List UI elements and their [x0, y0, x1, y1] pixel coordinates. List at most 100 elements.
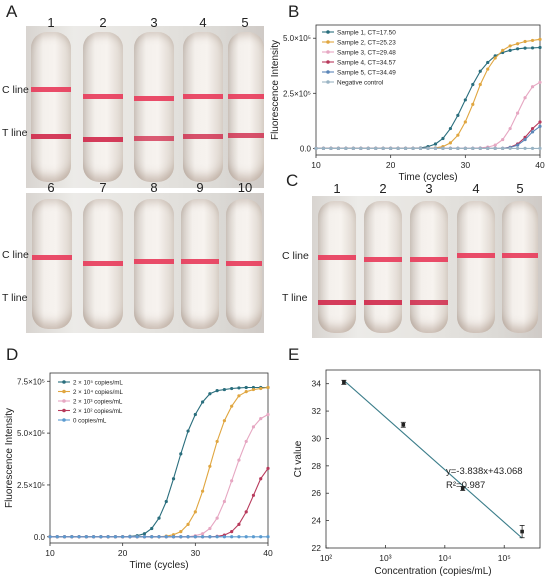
y-axis-label: Fluorescence Intensity [4, 408, 15, 508]
legend-label: 2 × 10³ copies/mL [73, 399, 123, 406]
data-point [342, 380, 346, 385]
legend-label: 2 × 10⁴ copies/mL [73, 389, 124, 396]
c-line-label-a-top: C line [2, 84, 29, 96]
panel-a-bottom-photo [26, 193, 264, 333]
data-point [493, 146, 497, 150]
data-point [222, 499, 226, 504]
data-point [215, 535, 219, 539]
plot-frame [325, 369, 541, 549]
panel-label-e: E [288, 345, 300, 364]
data-point [142, 532, 147, 536]
y-tick-label: 22 [312, 543, 322, 553]
data-point [538, 120, 542, 124]
data-point [463, 146, 467, 150]
data-point [230, 404, 234, 408]
data-point [193, 412, 197, 417]
plot-frame [315, 24, 541, 156]
x-tick-label: 10 [311, 160, 321, 170]
data-point [486, 146, 490, 150]
data-point [441, 146, 445, 150]
data-point [244, 439, 248, 444]
data-point [508, 48, 512, 52]
data-point [401, 422, 406, 427]
strip-number-4: 4 [199, 15, 207, 30]
test-strip-10 [226, 199, 262, 329]
data-point [471, 82, 475, 87]
y-tick-label: 0.0 [34, 533, 46, 542]
data-point [460, 486, 465, 491]
test-strip-c4 [457, 201, 495, 333]
test-strip-3 [134, 32, 174, 182]
test-strip-7 [83, 199, 123, 329]
legend-label: Sample 5, CT=34.49 [337, 70, 396, 77]
strip-number-9: 9 [196, 180, 204, 195]
strip-number-c1: 1 [333, 181, 341, 196]
data-point [523, 39, 527, 44]
strip-number-c5: 5 [516, 181, 524, 196]
series-line [316, 81, 541, 149]
strip-number-3: 3 [150, 15, 158, 30]
data-point [523, 46, 527, 50]
data-point [244, 390, 248, 394]
data-point [516, 111, 520, 115]
data-point [99, 535, 103, 539]
data-point [471, 146, 475, 150]
data-point [523, 96, 527, 100]
data-point [201, 535, 205, 539]
data-point [478, 146, 482, 150]
test-strip-4 [183, 32, 223, 182]
data-point [237, 458, 241, 462]
data-point [530, 146, 535, 150]
data-point [55, 535, 59, 539]
data-point [523, 146, 527, 150]
data-point [456, 113, 460, 117]
data-point [501, 146, 505, 150]
data-point [374, 146, 378, 150]
data-point [493, 143, 497, 147]
t-line-label-c: T line [282, 292, 308, 304]
data-point [251, 425, 256, 429]
x-axis-label: Time (cycles) [398, 172, 457, 182]
data-point [48, 535, 52, 539]
data-point [516, 47, 520, 51]
panel-label-b: B [288, 2, 300, 21]
fit-equation: y=-3.838x+43.068 [446, 466, 523, 477]
data-point [530, 38, 535, 43]
fit-line [343, 380, 523, 539]
data-point [441, 136, 445, 141]
strip-number-c4: 4 [472, 181, 480, 196]
x-tick-label: 10⁵ [498, 553, 511, 563]
data-point [259, 477, 263, 481]
data-point [237, 386, 241, 390]
data-point [314, 146, 318, 150]
x-tick-label: 10⁴ [438, 553, 451, 563]
data-point [448, 141, 452, 145]
y-tick-label: 28 [312, 461, 322, 471]
data-point [208, 392, 212, 396]
test-strip-8 [134, 199, 174, 329]
legend-label: Sample 2, CT=25.23 [337, 40, 396, 47]
data-point [237, 535, 241, 539]
data-point [516, 42, 520, 46]
data-point [396, 146, 400, 150]
data-point [171, 535, 176, 539]
test-strip-6 [32, 199, 72, 329]
data-point [508, 146, 512, 150]
data-point [171, 477, 176, 481]
x-tick-label: 20 [118, 548, 128, 558]
legend-marker [326, 50, 330, 54]
data-point [538, 80, 542, 84]
data-point [157, 516, 161, 520]
legend-marker [62, 389, 66, 394]
data-point [92, 535, 96, 539]
data-point [321, 146, 326, 150]
strip-number-c3: 3 [425, 181, 433, 196]
data-point [523, 137, 527, 142]
data-point [433, 142, 438, 146]
data-point [150, 535, 154, 539]
data-point [266, 535, 270, 539]
x-tick-label: 10² [320, 553, 332, 563]
data-point [448, 126, 452, 131]
test-strip-9 [181, 199, 219, 329]
legend-marker [326, 40, 330, 44]
